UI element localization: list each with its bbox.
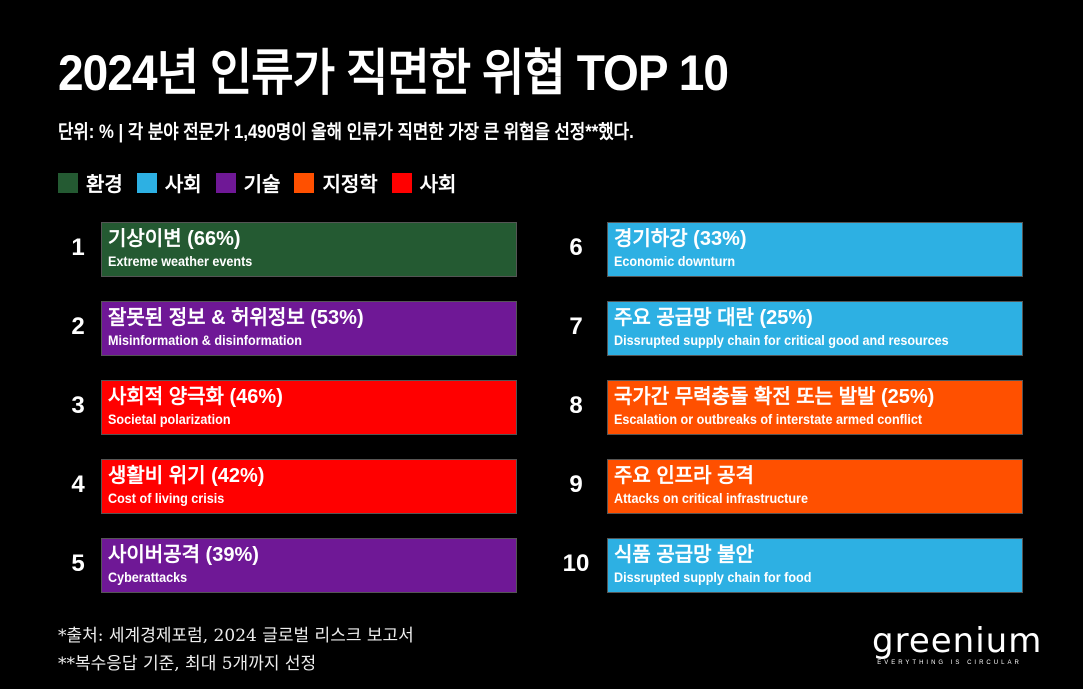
footnotes: *출처: 세계경제포럼, 2024 글로벌 리스크 보고서 **복수응답 기준,… xyxy=(58,622,414,678)
page-title: 2024년 인류가 직면한 위협 TOP 10 xyxy=(58,45,729,101)
risk-card: 식품 공급망 불안 Dissrupted supply chain for fo… xyxy=(607,538,1023,593)
rank-number: 7 xyxy=(569,313,583,340)
risk-card: 사이버공격 (39%) Cyberattacks xyxy=(101,538,517,593)
risk-card: 경기하강 (33%) Economic downturn xyxy=(607,222,1023,277)
legend-swatch xyxy=(215,172,236,193)
rank-number: 9 xyxy=(569,471,583,498)
risk-title-ko: 잘못된 정보 & 허위정보 (53%) xyxy=(108,307,364,329)
rank-number: 2 xyxy=(71,313,85,340)
rank-number: 4 xyxy=(71,471,85,498)
risk-title-ko: 식품 공급망 불안 xyxy=(614,544,754,566)
rank-number: 8 xyxy=(569,392,583,419)
legend-label: 기술 xyxy=(243,174,281,196)
risk-title-en: Misinformation & disinformation xyxy=(108,332,302,348)
legend-item-technology: 기술 xyxy=(215,168,281,197)
risk-title-en: Attacks on critical infrastructure xyxy=(614,490,808,506)
legend-item-environment: 환경 xyxy=(58,168,123,197)
legend-label: 사회 xyxy=(419,174,457,196)
risk-title-ko: 사이버공격 (39%) xyxy=(108,544,259,566)
risk-title-ko: 국가간 무력충돌 확전 또는 발발 (25%) xyxy=(614,386,935,408)
risk-title-en: Extreme weather events xyxy=(108,253,253,269)
legend-label: 환경 xyxy=(86,174,123,196)
subtitle: 단위: % | 각 분야 전문가 1,490명이 올해 인류가 직면한 가장 큰… xyxy=(58,122,634,143)
legend-item-society-blue: 사회 xyxy=(136,168,202,197)
legend: 환경 사회 기술 지정학 사회 xyxy=(58,168,456,197)
risk-title-ko: 경기하강 (33%) xyxy=(614,228,747,250)
risk-card: 국가간 무력충돌 확전 또는 발발 (25%) Escalation or ou… xyxy=(607,380,1023,435)
rank-number: 1 xyxy=(71,234,85,261)
risk-title-en: Cyberattacks xyxy=(108,569,188,585)
risk-title-en: Cost of living crisis xyxy=(108,490,225,506)
risk-title-en: Dissrupted supply chain for food xyxy=(614,569,812,585)
risk-card: 사회적 양극화 (46%) Societal polarization xyxy=(101,380,517,435)
rank-number: 6 xyxy=(569,234,583,261)
rank-number: 10 xyxy=(562,550,590,577)
risk-title-ko: 사회적 양극화 (46%) xyxy=(108,386,283,408)
risk-card: 주요 인프라 공격 Attacks on critical infrastruc… xyxy=(607,459,1023,514)
logo-wordmark: greenium xyxy=(872,621,1043,661)
risk-title-en: Societal polarization xyxy=(108,411,231,427)
risk-title-en: Economic downturn xyxy=(614,253,736,269)
risk-card: 주요 공급망 대란 (25%) Dissrupted supply chain … xyxy=(607,301,1023,356)
source-note: *출처: 세계경제포럼, 2024 글로벌 리스크 보고서 xyxy=(58,626,414,646)
risk-title-ko: 기상이변 (66%) xyxy=(108,228,241,250)
legend-swatch xyxy=(294,172,315,193)
legend-item-society-red: 사회 xyxy=(391,168,457,197)
legend-swatch xyxy=(136,172,157,193)
risk-title-en: Escalation or outbreaks of interstate ar… xyxy=(614,411,923,427)
brand-logo: greenium EVERYTHING IS CIRCULAR xyxy=(872,621,1043,668)
legend-swatch xyxy=(58,172,78,193)
risk-card: 잘못된 정보 & 허위정보 (53%) Misinformation & dis… xyxy=(101,301,517,356)
risk-title-ko: 주요 인프라 공격 xyxy=(614,465,754,487)
risk-title-ko: 생활비 위기 (42%) xyxy=(108,465,265,487)
legend-label: 지정학 xyxy=(322,174,378,196)
risk-card: 생활비 위기 (42%) Cost of living crisis xyxy=(101,459,517,514)
legend-label: 사회 xyxy=(164,174,202,196)
logo-tagline: EVERYTHING IS CIRCULAR xyxy=(877,660,1022,666)
risk-title-en: Dissrupted supply chain for critical goo… xyxy=(614,332,949,348)
rank-number: 5 xyxy=(71,550,85,577)
methodology-note: **복수응답 기준, 최대 5개까지 선정 xyxy=(58,654,317,674)
risk-title-ko: 주요 공급망 대란 (25%) xyxy=(614,307,813,329)
legend-item-geopolitics: 지정학 xyxy=(294,168,378,197)
legend-swatch xyxy=(391,172,412,193)
risk-card: 기상이변 (66%) Extreme weather events xyxy=(101,222,517,277)
rank-number: 3 xyxy=(71,392,85,419)
